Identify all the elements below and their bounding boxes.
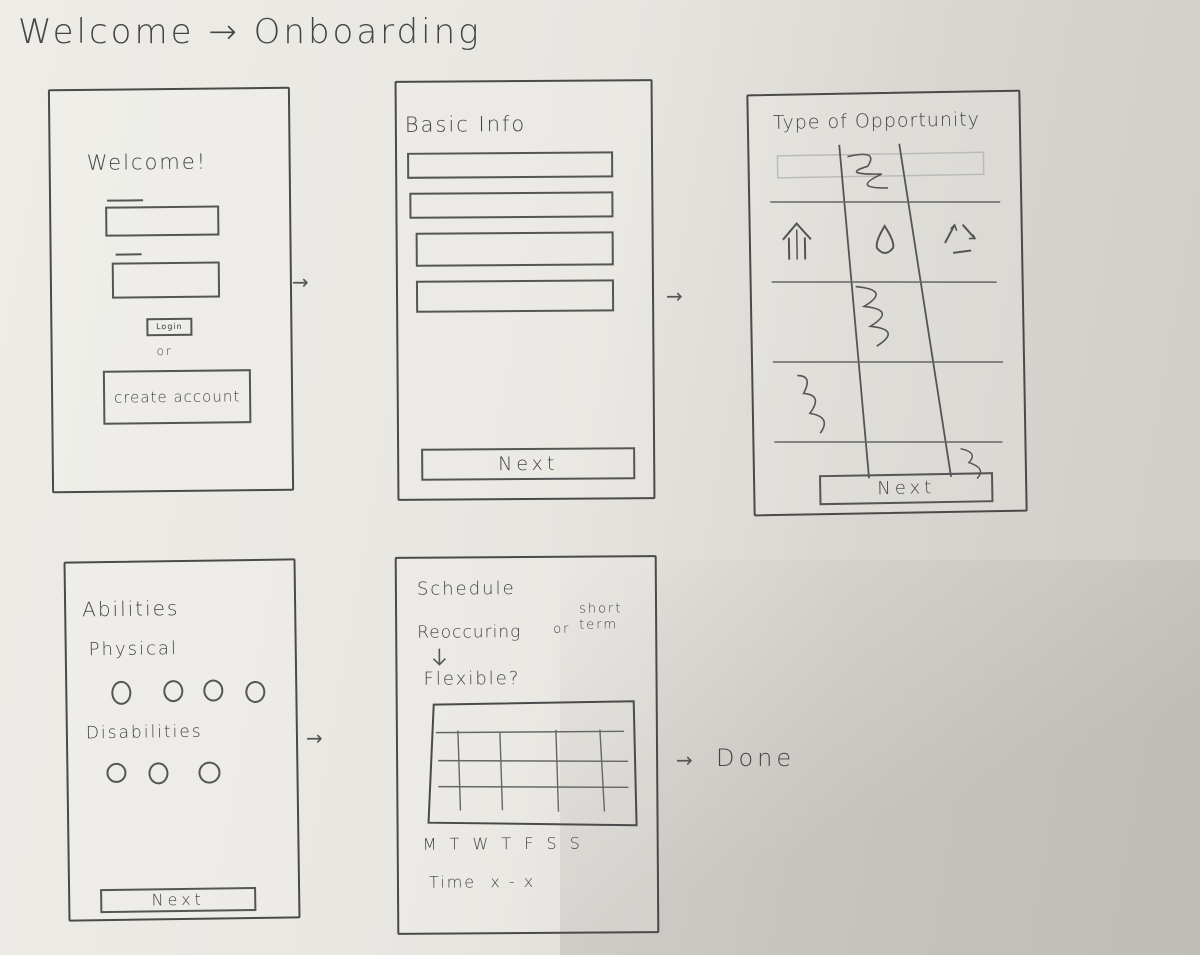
next-button[interactable]: Next — [818, 472, 994, 506]
username-field[interactable] — [105, 205, 220, 237]
days-label: M T W T F S S — [422, 833, 584, 854]
field-label-line — [115, 253, 142, 256]
arrow-icon: → — [676, 748, 693, 772]
opportunity-grid — [770, 143, 1004, 479]
schedule-screen: Schedule Reoccuring or short term Flexib… — [394, 555, 660, 935]
physical-label: Physical — [88, 638, 179, 661]
time-label: Time x - x — [428, 871, 536, 892]
house-icon — [782, 222, 812, 260]
water-drop-icon — [875, 224, 895, 255]
short-term-label: short term — [579, 601, 623, 633]
opportunity-screen: Type of Opportunity Next — [746, 89, 1028, 517]
info-field-2[interactable] — [409, 191, 614, 219]
abilities-heading: Abilities — [81, 596, 180, 622]
calendar-grid[interactable] — [427, 700, 639, 832]
recycle-icon — [944, 223, 977, 254]
disabilities-label: Disabilities — [85, 721, 203, 744]
field-label-line — [107, 199, 144, 202]
down-arrow-icon — [432, 648, 446, 666]
disability-option-3[interactable] — [198, 761, 221, 784]
reoccurring-label: Reoccuring — [417, 622, 522, 643]
create-account-button[interactable]: create account — [102, 369, 252, 425]
physical-option-3[interactable] — [203, 679, 224, 702]
or-label: or — [156, 343, 173, 359]
arrow-icon: → — [306, 726, 323, 750]
physical-option-4[interactable] — [245, 680, 266, 704]
physical-option-1[interactable] — [111, 680, 132, 705]
basic-info-screen: Basic Info Next — [394, 79, 656, 501]
schedule-heading: Schedule — [416, 578, 516, 600]
physical-option-2[interactable] — [163, 679, 184, 703]
abilities-screen: Abilities Physical Disabilities Next — [63, 558, 301, 922]
info-field-3[interactable] — [415, 231, 614, 267]
login-button[interactable]: Login — [146, 317, 193, 337]
info-field-1[interactable] — [407, 151, 614, 179]
arrow-icon: → — [292, 270, 309, 294]
welcome-screen: Welcome! Login or create account — [47, 86, 295, 494]
page-title: Welcome → Onboarding — [18, 12, 482, 52]
basic-info-heading: Basic Info — [404, 111, 527, 137]
password-field[interactable] — [111, 261, 221, 299]
disability-option-2[interactable] — [148, 762, 169, 785]
welcome-heading: Welcome! — [86, 149, 208, 175]
done-label: Done — [716, 744, 796, 772]
info-field-4[interactable] — [415, 279, 615, 313]
disability-option-1[interactable] — [106, 762, 127, 784]
next-button[interactable]: Next — [421, 447, 636, 481]
arrow-icon: → — [666, 284, 683, 308]
or-label: or — [553, 621, 571, 637]
next-button[interactable]: Next — [100, 886, 257, 914]
